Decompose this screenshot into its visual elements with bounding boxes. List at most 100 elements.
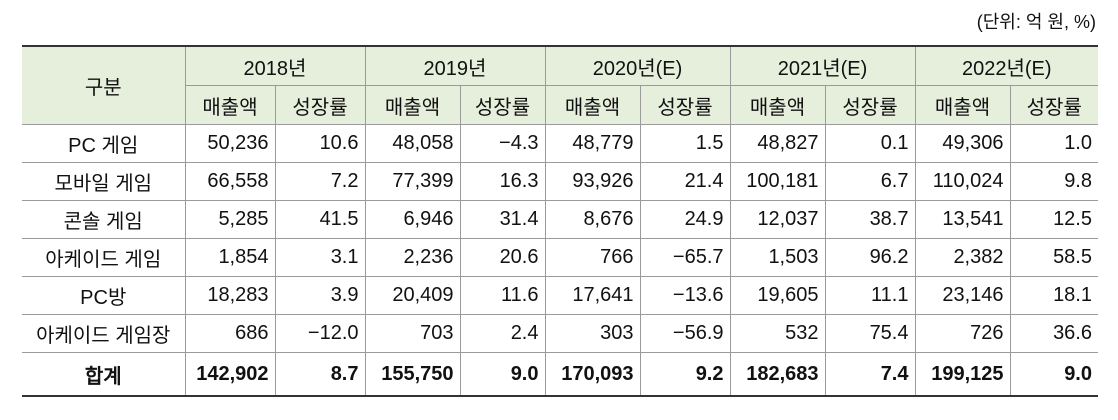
cell: 2,382 (914, 238, 1011, 277)
cell: 16.3 (459, 162, 546, 201)
data-row: 아케이드 게임장 686 −12.0 703 2.4 303 −56.9 532 75.4 726… (22, 314, 1098, 353)
cell: 686 (184, 314, 276, 353)
cell: −13.6 (639, 276, 731, 315)
cell: 155,750 (364, 352, 461, 397)
cell: 38.7 (824, 200, 916, 239)
cell: 2,236 (364, 238, 461, 277)
cell: 66,558 (184, 162, 276, 201)
cell: 9.8 (1009, 162, 1098, 201)
column-header: 매출액 (364, 85, 461, 125)
cell: 199,125 (914, 352, 1011, 397)
column-header: 성장률 (1009, 85, 1098, 125)
data-row: 모바일 게임 66,558 7.2 77,399 16.3 93,926 21.4 100,1… (22, 162, 1098, 201)
cell: 36.6 (1009, 314, 1098, 353)
cell: 11.1 (824, 276, 916, 315)
cell: 1.0 (1009, 124, 1098, 163)
cell: 58.5 (1009, 238, 1098, 277)
cell: 3.1 (274, 238, 366, 277)
cell: 20.6 (459, 238, 546, 277)
column-header: 매출액 (544, 85, 641, 125)
data-row: PC방 18,283 3.9 20,409 11.6 17,641 −13.6 19,605 1… (22, 276, 1098, 315)
cell: 9.0 (1009, 352, 1098, 397)
cell: 17,641 (544, 276, 641, 315)
cell: 0.1 (824, 124, 916, 163)
column-header: 매출액 (729, 85, 826, 125)
year-header: 2022년(E) (914, 45, 1098, 86)
cell: 6,946 (364, 200, 461, 239)
cell: 1.5 (639, 124, 731, 163)
cell: 93,926 (544, 162, 641, 201)
cell: 8.7 (274, 352, 366, 397)
row-label: 모바일 게임 (22, 162, 186, 201)
year-header: 2019년 (364, 45, 546, 86)
cell: 50,236 (184, 124, 276, 163)
cell: 170,093 (544, 352, 641, 397)
column-header: 성장률 (639, 85, 731, 125)
table-body: PC 게임 50,236 10.6 48,058 −4.3 48,779 1.5 48,827… (22, 124, 1098, 397)
cell: 726 (914, 314, 1011, 353)
year-header: 2020년(E) (544, 45, 731, 86)
row-label: PC방 (22, 276, 186, 315)
cell: 5,285 (184, 200, 276, 239)
row-label: 아케이드 게임장 (22, 314, 186, 353)
cell: 48,779 (544, 124, 641, 163)
data-row: PC 게임 50,236 10.6 48,058 −4.3 48,779 1.5 48,827… (22, 124, 1098, 163)
cell: 6.7 (824, 162, 916, 201)
cell: 75.4 (824, 314, 916, 353)
column-header: 성장률 (459, 85, 546, 125)
row-label: 콘솔 게임 (22, 200, 186, 239)
cell: 20,409 (364, 276, 461, 315)
header-row: 구분 2018년 2019년 2020년(E) 2021년(E) 2022년(E) (22, 45, 1098, 125)
cell: 12,037 (729, 200, 826, 239)
cell: 100,181 (729, 162, 826, 201)
cell: 1,503 (729, 238, 826, 277)
cell: 23,146 (914, 276, 1011, 315)
cell: 12.5 (1009, 200, 1098, 239)
total-row: 합계 142,902 8.7 155,750 9.0 170,093 9.2 182,683 7… (22, 352, 1098, 397)
row-label: PC 게임 (22, 124, 186, 163)
cell: 1,854 (184, 238, 276, 277)
cell: 19,605 (729, 276, 826, 315)
cell: 3.9 (274, 276, 366, 315)
column-header: 성장률 (274, 85, 366, 125)
cell: 24.9 (639, 200, 731, 239)
cell: 9.0 (459, 352, 546, 397)
cell: −65.7 (639, 238, 731, 277)
unit-note: (단위: 억 원, %) (976, 12, 1096, 32)
row-label: 합계 (22, 352, 186, 397)
cell: 21.4 (639, 162, 731, 201)
cell: 9.2 (639, 352, 731, 397)
cell: 96.2 (824, 238, 916, 277)
year-header: 2018년 (184, 45, 366, 86)
column-header: 성장률 (824, 85, 916, 125)
cell: 7.2 (274, 162, 366, 201)
data-table: 구분 2018년 2019년 2020년(E) 2021년(E) 2022년(E) 매출액 성… (22, 45, 1098, 397)
cell: 77,399 (364, 162, 461, 201)
cell: 7.4 (824, 352, 916, 397)
cell: 532 (729, 314, 826, 353)
row-label: 아케이드 게임 (22, 238, 186, 277)
cell: −56.9 (639, 314, 731, 353)
data-row: 아케이드 게임 1,854 3.1 2,236 20.6 766 −65.7 1,503 96.… (22, 238, 1098, 277)
cell: 182,683 (729, 352, 826, 397)
cell: 18.1 (1009, 276, 1098, 315)
column-header: 매출액 (185, 85, 276, 125)
cell: 766 (544, 238, 641, 277)
table-head: 구분 2018년 2019년 2020년(E) 2021년(E) 2022년(E) 매출액 성… (22, 45, 1098, 125)
cell: 49,306 (914, 124, 1011, 163)
cell: 13,541 (914, 200, 1011, 239)
cell: 303 (544, 314, 641, 353)
cell: 31.4 (459, 200, 546, 239)
column-header: 매출액 (914, 85, 1011, 125)
cell: −4.3 (459, 124, 546, 163)
cell: 8,676 (544, 200, 641, 239)
corner-header: 구분 (22, 45, 186, 125)
cell: 48,058 (364, 124, 461, 163)
cell: 10.6 (274, 124, 366, 163)
data-row: 콘솔 게임 5,285 41.5 6,946 31.4 8,676 24.9 12,037 38… (22, 200, 1098, 239)
year-header: 2021년(E) (729, 45, 916, 86)
cell: 48,827 (729, 124, 826, 163)
cell: −12.0 (274, 314, 366, 353)
cell: 703 (364, 314, 461, 353)
